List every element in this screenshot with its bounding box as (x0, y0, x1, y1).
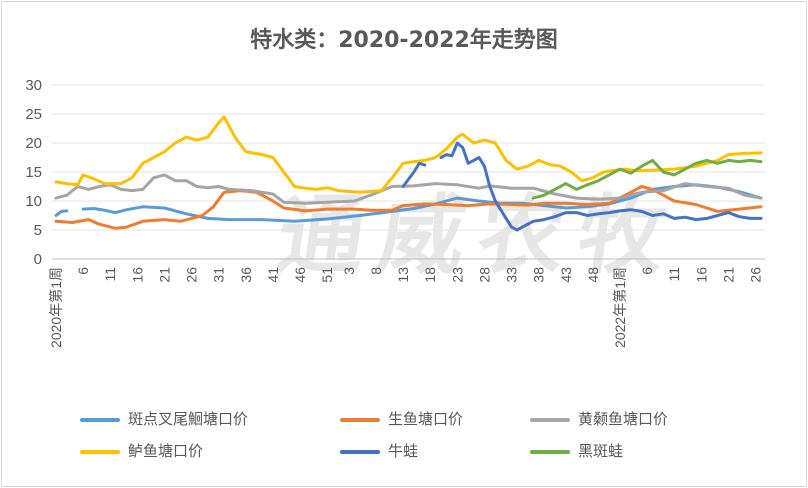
x-tick-label: 21 (720, 267, 736, 283)
legend-item-yellow-catfish[interactable]: 黄颡鱼塘口价 (530, 408, 668, 429)
series-line (439, 141, 763, 232)
y-tick-label: 30 (25, 77, 42, 94)
chart-title: 特水类：2020-2022年走势图 (250, 28, 558, 53)
x-tick-label: 26 (748, 267, 764, 283)
x-tick-label: 41 (265, 267, 281, 283)
x-tick-label: 26 (184, 267, 200, 283)
x-tick-label: 2022年第1周 (612, 267, 628, 348)
x-tick-label: 11 (102, 267, 118, 282)
legend-swatch (80, 449, 120, 454)
x-tick-label: 6 (639, 267, 655, 275)
legend-swatch (340, 417, 380, 422)
legend-item-bass[interactable]: 鲈鱼塘口价 (80, 440, 203, 461)
y-tick-label: 10 (25, 193, 42, 210)
legend-label: 生鱼塘口价 (388, 410, 464, 428)
series-lines (54, 115, 763, 232)
x-tick-label: 51 (319, 267, 335, 283)
series-line (54, 185, 763, 230)
x-tick-label: 6 (75, 267, 91, 275)
legend-label: 鲈鱼塘口价 (128, 442, 204, 460)
x-tick-label: 21 (156, 267, 172, 283)
x-tick-label: 36 (238, 267, 254, 283)
y-tick-label: 15 (25, 164, 42, 181)
series-line (54, 209, 69, 217)
x-tick-label: 2020年第1周 (48, 267, 64, 348)
x-tick-label: 18 (422, 267, 438, 283)
legend-label: 斑点叉尾鮰塘口价 (128, 410, 249, 428)
x-tick-label: 38 (531, 267, 547, 283)
legend-label: 黄颡鱼塘口价 (578, 410, 669, 428)
x-tick-label: 13 (395, 267, 411, 283)
legend-swatch (340, 449, 380, 454)
y-tick-label: 25 (25, 106, 42, 123)
series-line (401, 161, 427, 188)
legend-item-bullfrog[interactable]: 牛蛙 (340, 440, 418, 461)
x-axis-ticks: 2020年第1周 6 11 16 21 26 31 36 41 46 51 3 8 13 18 23 28 33 3… (48, 267, 764, 348)
legend-swatch (80, 417, 120, 422)
legend-item-black-spotted-frog[interactable]: 黑斑蛙 (530, 440, 623, 461)
y-tick-label: 20 (25, 135, 42, 152)
x-tick-label: 43 (558, 267, 574, 283)
x-tick-label: 11 (666, 267, 682, 282)
legend-label: 牛蛙 (388, 442, 419, 460)
x-tick-label: 16 (129, 267, 145, 283)
y-tick-label: 5 (34, 222, 42, 239)
x-tick-label: 23 (449, 267, 465, 283)
legend-item-channel-catfish[interactable]: 斑点叉尾鮰塘口价 (80, 408, 248, 429)
legend-item-snakehead[interactable]: 生鱼塘口价 (340, 408, 463, 429)
x-tick-label: 33 (504, 267, 520, 283)
legend-swatch (530, 417, 570, 422)
x-tick-label: 3 (341, 267, 357, 275)
legend-swatch (530, 449, 570, 454)
series-line (54, 115, 763, 194)
x-tick-label: 46 (292, 267, 308, 283)
y-gridlines (52, 84, 765, 260)
y-axis-ticks: 0 5 10 15 20 25 30 (25, 77, 42, 268)
x-tick-label: 8 (368, 267, 384, 275)
series-line (531, 158, 763, 200)
legend-label: 黑斑蛙 (578, 442, 624, 460)
y-tick-label: 0 (34, 251, 42, 268)
x-tick-label: 16 (693, 267, 709, 283)
x-tick-label: 31 (211, 267, 227, 283)
x-tick-label: 28 (476, 267, 492, 283)
x-tick-label: 48 (585, 267, 601, 283)
series-line (54, 173, 763, 205)
